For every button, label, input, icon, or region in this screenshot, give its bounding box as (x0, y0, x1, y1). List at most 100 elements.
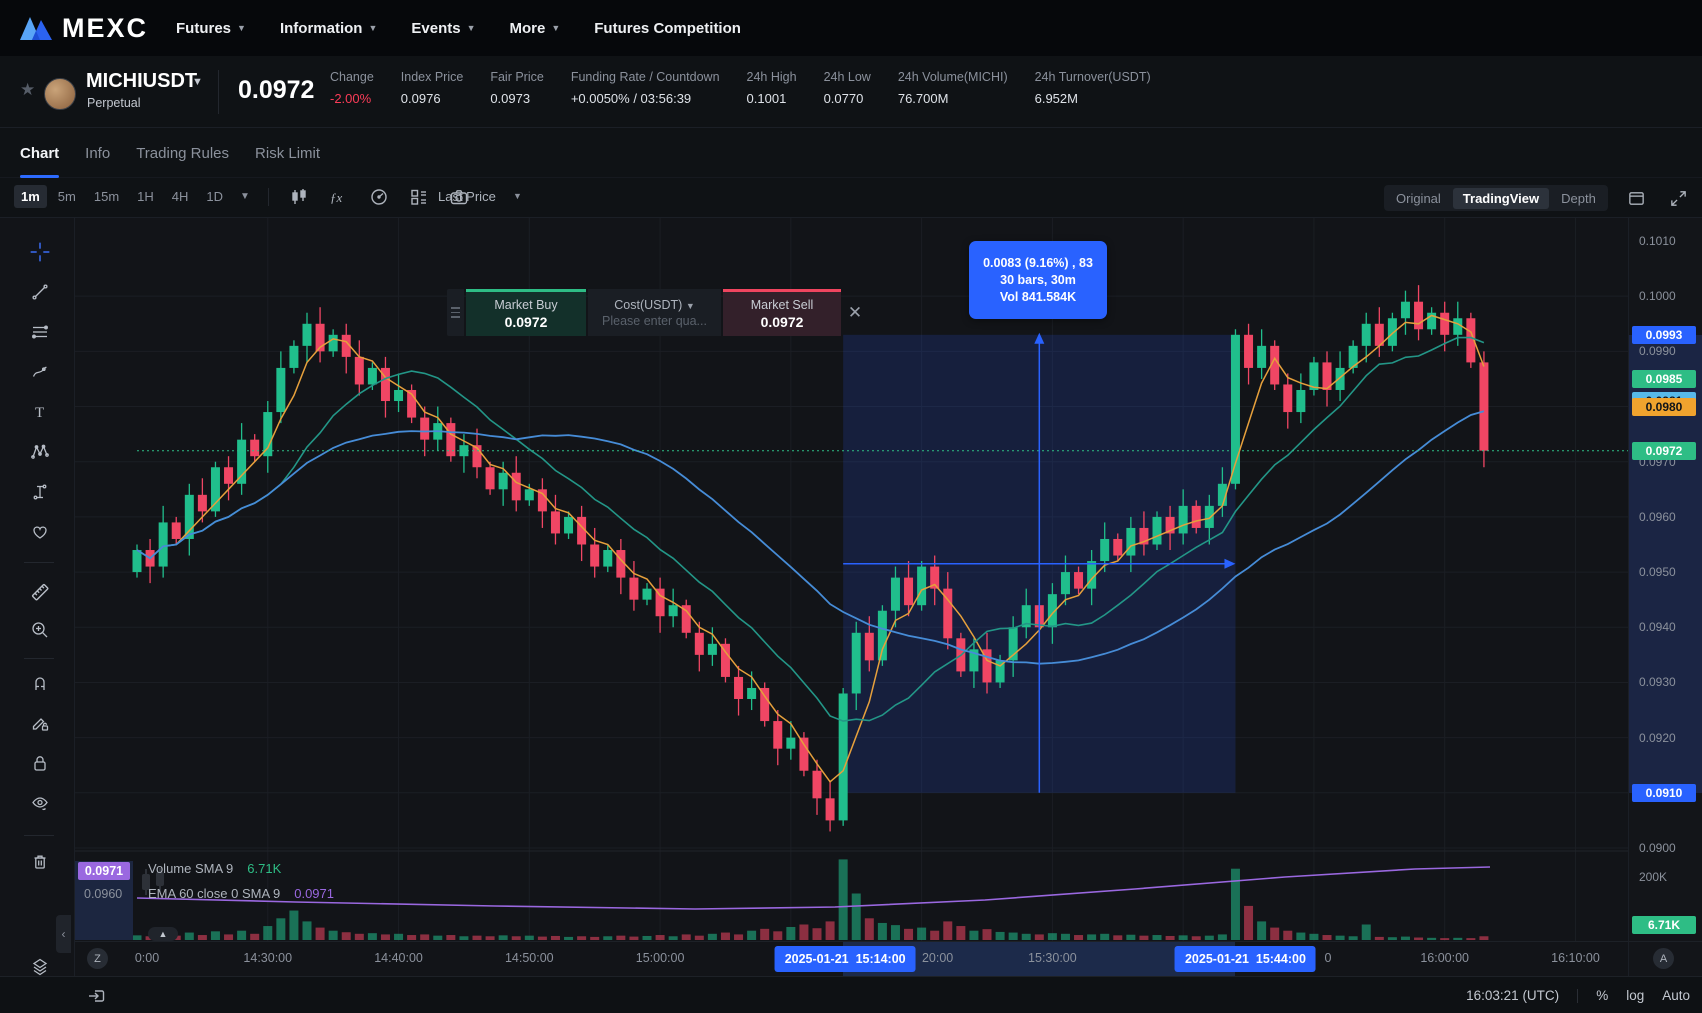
timezone-badge[interactable]: Z (87, 948, 108, 969)
percent-scale-button[interactable]: % (1596, 988, 1609, 1003)
chevron-down-icon: ▼ (551, 23, 561, 33)
time-axis[interactable]: Z 0:00 14:30:00 14:40:00 14:50:00 15:00:00 20… (75, 941, 1628, 976)
interval-4H[interactable]: 4H (171, 189, 189, 204)
camera-icon[interactable] (448, 186, 470, 208)
nav-item-events[interactable]: Events ▼ (411, 19, 476, 37)
stat-label: Change (330, 70, 374, 84)
brush-icon[interactable] (27, 359, 53, 385)
expand-pane-chip[interactable]: ▲ (148, 927, 178, 941)
tab-trading-rules[interactable]: Trading Rules (136, 144, 230, 162)
stat-value: 76.700M (897, 91, 949, 106)
position-tool-icon[interactable] (27, 479, 53, 505)
gauge-icon[interactable] (368, 186, 390, 208)
interval-1D[interactable]: 1D (206, 189, 224, 204)
candle-style-icon[interactable] (288, 186, 310, 208)
mexc-logo[interactable]: MEXC (18, 13, 148, 44)
symbol-dropdown-caret[interactable]: ▼ (192, 76, 203, 88)
stat-24h-low: 24h Low 0.0770 (824, 70, 871, 106)
auto-scale-button[interactable]: Auto (1662, 988, 1690, 1003)
fullscreen-icon[interactable] (1666, 186, 1690, 210)
object-tree-icon[interactable] (27, 954, 53, 980)
price-badge-0.0910: 0.0910 (1632, 783, 1696, 802)
auto-scale-badge[interactable]: A (1653, 948, 1674, 969)
price-badge-0.0980: 0.0980 (1632, 397, 1696, 416)
magnet-icon[interactable] (27, 670, 53, 696)
chart-view-mode-switch: Original TradingView Depth (1384, 185, 1608, 211)
market-sell-button[interactable]: Market Sell 0.0972 (723, 289, 841, 336)
last-price: 0.0972 (238, 76, 315, 104)
page-tabs: Chart Info Trading Rules Risk Limit (20, 128, 320, 178)
interval-1m[interactable]: 1m (14, 185, 47, 208)
price-tick: 0.0990 (1639, 344, 1676, 359)
time-tick: 0 (1324, 951, 1332, 965)
price-axis[interactable]: 0.1010 0.1000 0.0990 0.0970 0.0960 0.0950 0.09… (1628, 218, 1702, 976)
interval-15m[interactable]: 15m (93, 189, 120, 204)
price-tick: 0.0930 (1639, 675, 1676, 690)
xabcd-pattern-icon[interactable] (27, 439, 53, 465)
lock-all-icon[interactable] (27, 750, 53, 776)
time-tick: 20:00 (921, 951, 954, 965)
measure-bars: 30 bars, 30m (1000, 273, 1076, 287)
scroll-to-recent-icon[interactable] (84, 984, 108, 1008)
log-scale-button[interactable]: log (1626, 988, 1645, 1003)
nav-item-futures[interactable]: Futures ▼ (176, 19, 246, 37)
price-type-selector[interactable]: Last Price (438, 189, 496, 204)
fx-indicator-icon[interactable]: ƒx (328, 186, 350, 208)
chevron-down-icon: ▼ (368, 23, 378, 33)
market-buy-button[interactable]: Market Buy 0.0972 (466, 289, 586, 336)
parallel-channel-icon[interactable] (27, 319, 53, 345)
interval-5m[interactable]: 5m (57, 189, 76, 204)
nav-item-futures-competition[interactable]: Futures Competition (594, 19, 741, 37)
interval-1H[interactable]: 1H (137, 189, 154, 204)
ema-indicator-label[interactable]: EMA 60 close 0 SMA 9 (148, 886, 281, 901)
zoom-in-icon[interactable] (27, 617, 53, 643)
cost-label[interactable]: Cost(USDT) ▼ (614, 297, 695, 312)
tab-risk-limit[interactable]: Risk Limit (255, 144, 321, 162)
chevron-down-icon[interactable]: ▼ (513, 191, 522, 201)
market-buy-label: Market Buy (494, 298, 558, 312)
price-tick: 0.1010 (1639, 234, 1676, 248)
price-badge-0.0993: 0.0993 (1632, 325, 1696, 344)
interval-more-caret[interactable]: ▼ (240, 191, 250, 202)
stat-label: Index Price (400, 70, 464, 84)
chevron-down-icon: ▼ (466, 23, 476, 33)
price-tick: 0.0960 (1639, 509, 1676, 524)
favorite-star-icon[interactable]: ★ (20, 80, 36, 99)
panel-layout-icon[interactable] (1624, 186, 1648, 210)
view-mode-tradingview[interactable]: TradingView (1452, 187, 1550, 209)
trend-line-icon[interactable] (27, 279, 53, 305)
drag-handle-icon[interactable] (447, 289, 464, 336)
cost-input[interactable]: Cost(USDT) ▼ Please enter qua... (588, 289, 721, 336)
divider (218, 70, 219, 114)
close-icon[interactable]: ✕ (847, 302, 863, 322)
stat-label: 24h Low (823, 70, 871, 84)
crosshair-icon[interactable] (27, 239, 53, 265)
tab-info[interactable]: Info (85, 144, 111, 162)
remove-drawings-icon[interactable] (27, 849, 53, 875)
nav-item-more[interactable]: More ▼ (509, 19, 561, 37)
stat-index-price: Index Price 0.0976 (401, 70, 464, 106)
collapse-sidebar-handle[interactable]: ‹ (56, 915, 71, 953)
volume-indicator-value: 6.71K (247, 861, 282, 876)
view-mode-original[interactable]: Original (1396, 190, 1441, 206)
time-tick: 16:00:00 (1420, 951, 1470, 965)
edit-lock-icon[interactable] (27, 710, 53, 736)
cost-placeholder: Please enter qua... (602, 313, 707, 328)
time-tick: 15:30:00 (1028, 951, 1077, 965)
text-icon[interactable]: T (27, 399, 53, 425)
symbol-name[interactable]: MICHIUSDT (86, 70, 198, 92)
stat-label: 24h Turnover(USDT) (1034, 70, 1151, 84)
nav-item-information[interactable]: Information ▼ (279, 19, 378, 37)
tab-chart[interactable]: Chart (20, 128, 60, 178)
layout-grid-icon[interactable] (408, 186, 430, 208)
volume-indicator-label[interactable]: Volume SMA 9 (148, 861, 234, 876)
view-mode-depth[interactable]: Depth (1561, 190, 1596, 206)
measure-ruler-icon[interactable] (27, 579, 53, 605)
market-sell-price: 0.0972 (760, 314, 804, 330)
hide-drawings-icon[interactable] (27, 790, 53, 816)
measure-tooltip: 0.0083 (9.16%) , 83 30 bars, 30m Vol 841… (969, 241, 1107, 319)
heart-icon[interactable] (27, 519, 53, 545)
top-nav: MEXC Futures ▼ Information ▼ Events ▼ More ▼ Fut… (0, 0, 1702, 56)
stat-funding-rate-countdown: Funding Rate / Countdown +0.0050% / 03:56… (571, 70, 720, 106)
